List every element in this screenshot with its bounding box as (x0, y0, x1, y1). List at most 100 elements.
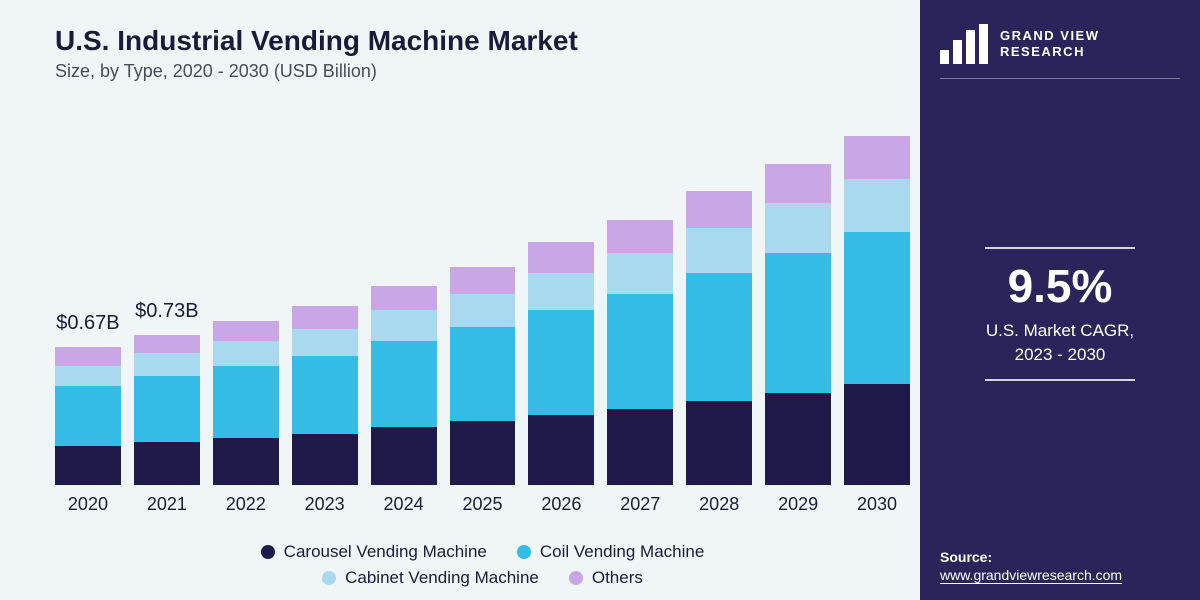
bar-segment (765, 164, 831, 203)
bar-segment (765, 203, 831, 252)
bar-segment (607, 253, 673, 294)
legend-item: Carousel Vending Machine (261, 542, 487, 562)
x-axis-label: 2020 (68, 494, 108, 515)
x-axis-label: 2025 (462, 494, 502, 515)
legend-swatch (569, 571, 583, 585)
bar-segment (292, 434, 358, 485)
bars-container: 2020$0.67B2021$0.73B20222023202420252026… (55, 115, 910, 485)
bar-segment (371, 427, 437, 485)
logo-icon (940, 24, 988, 64)
bar-segment (134, 335, 200, 354)
bar-stack (686, 115, 752, 485)
chart-subtitle: Size, by Type, 2020 - 2030 (USD Billion) (55, 61, 910, 82)
legend-item: Others (569, 568, 643, 588)
bar-segment (844, 384, 910, 485)
bar-segment (686, 273, 752, 400)
bar-segment (371, 286, 437, 311)
bar-segment (134, 376, 200, 442)
bar-segment (292, 356, 358, 434)
bar-stack (450, 115, 516, 485)
cagr-block: 9.5% U.S. Market CAGR, 2023 - 2030 (940, 79, 1180, 549)
legend-item: Cabinet Vending Machine (322, 568, 539, 588)
bar-column: 2028 (686, 115, 752, 485)
bar-annotation: $0.73B (135, 300, 198, 323)
bar-segment (765, 253, 831, 393)
bar-segment (844, 232, 910, 384)
bar-segment (765, 393, 831, 486)
bar-column: 2024 (371, 115, 437, 485)
bar-column: 2025 (450, 115, 516, 485)
bar-segment (528, 415, 594, 485)
bar-column: 2023 (292, 115, 358, 485)
x-axis-label: 2028 (699, 494, 739, 515)
bar-segment (292, 306, 358, 329)
x-axis-label: 2027 (620, 494, 660, 515)
chart-panel: U.S. Industrial Vending Machine Market S… (0, 0, 920, 600)
cagr-label: U.S. Market CAGR, 2023 - 2030 (986, 319, 1134, 367)
bar-segment (607, 294, 673, 409)
bar-segment (371, 341, 437, 427)
source-block: Source: www.grandviewresearch.com (940, 549, 1180, 584)
legend-swatch (261, 545, 275, 559)
bar-column: 2026 (528, 115, 594, 485)
legend: Carousel Vending Machine Coil Vending Mac… (55, 542, 910, 588)
source-url: www.grandviewresearch.com (940, 567, 1122, 584)
source-label: Source: (940, 549, 1180, 565)
bar-stack (213, 115, 279, 485)
bar-segment (292, 329, 358, 356)
legend-label: Others (592, 568, 643, 588)
legend-label: Coil Vending Machine (540, 542, 704, 562)
bar-segment (134, 353, 200, 376)
bar-segment (213, 438, 279, 485)
bar-stack (371, 115, 437, 485)
x-axis-label: 2029 (778, 494, 818, 515)
logo-text: GRAND VIEW RESEARCH (1000, 28, 1180, 59)
bar-segment (55, 366, 121, 387)
bar-stack (607, 115, 673, 485)
bar-column: 2022 (213, 115, 279, 485)
legend-item: Coil Vending Machine (517, 542, 704, 562)
x-axis-label: 2030 (857, 494, 897, 515)
plot-area: 2020$0.67B2021$0.73B20222023202420252026… (55, 115, 910, 485)
x-axis-label: 2022 (226, 494, 266, 515)
bar-annotation: $0.67B (56, 312, 119, 335)
legend-label: Cabinet Vending Machine (345, 568, 539, 588)
x-axis-label: 2024 (384, 494, 424, 515)
bar-segment (686, 228, 752, 273)
bar-segment (528, 310, 594, 415)
legend-label: Carousel Vending Machine (284, 542, 487, 562)
bar-column: 2029 (765, 115, 831, 485)
bar-segment (55, 347, 121, 366)
bar-segment (686, 191, 752, 228)
figure-root: U.S. Industrial Vending Machine Market S… (0, 0, 1200, 600)
bar-segment (607, 409, 673, 485)
bar-segment (55, 386, 121, 446)
bar-segment (450, 327, 516, 422)
bar-segment (450, 267, 516, 294)
bar-segment (55, 446, 121, 485)
bar-segment (450, 421, 516, 485)
cagr-bottom-rule (985, 379, 1135, 381)
chart-title: U.S. Industrial Vending Machine Market (55, 25, 910, 57)
bar-segment (213, 321, 279, 342)
cagr-top-rule (985, 247, 1135, 249)
cagr-value: 9.5% (1008, 259, 1113, 313)
bar-segment (844, 179, 910, 232)
bar-stack (528, 115, 594, 485)
legend-swatch (322, 571, 336, 585)
bar-column: 2020$0.67B (55, 115, 121, 485)
legend-swatch (517, 545, 531, 559)
bar-segment (686, 401, 752, 485)
bar-column: 2030 (844, 115, 910, 485)
bar-segment (844, 136, 910, 179)
bar-stack (765, 115, 831, 485)
cagr-label-line2: 2023 - 2030 (1015, 345, 1106, 364)
side-panel: GRAND VIEW RESEARCH 9.5% U.S. Market CAG… (920, 0, 1200, 600)
bar-segment (213, 341, 279, 366)
cagr-label-line1: U.S. Market CAGR, (986, 321, 1134, 340)
bar-segment (134, 442, 200, 485)
bar-segment (528, 273, 594, 310)
bar-stack (844, 115, 910, 485)
bar-segment (450, 294, 516, 327)
bar-stack (292, 115, 358, 485)
